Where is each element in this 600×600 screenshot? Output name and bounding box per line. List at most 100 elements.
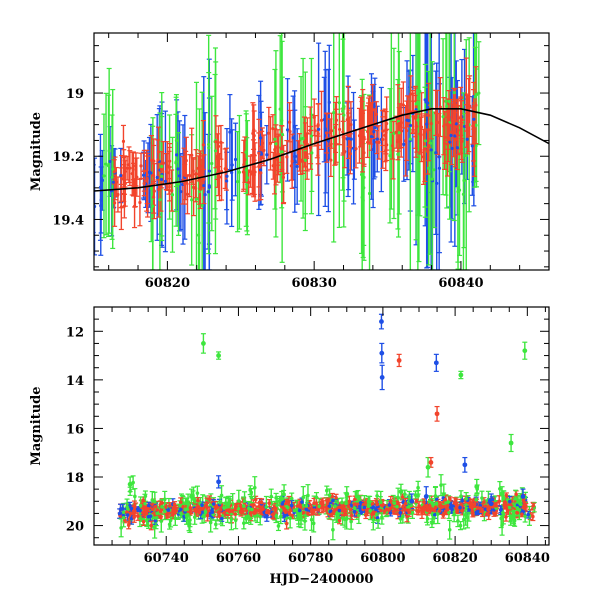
data-point xyxy=(242,163,246,167)
data-point xyxy=(394,130,398,134)
data-point xyxy=(322,117,326,122)
data-point xyxy=(427,166,431,170)
data-point xyxy=(184,159,188,163)
data-point xyxy=(131,164,136,168)
data-point xyxy=(106,164,111,168)
data-point xyxy=(341,130,345,134)
data-point xyxy=(464,92,468,97)
data-point xyxy=(413,116,417,120)
data-point xyxy=(244,150,248,154)
data-point xyxy=(384,148,388,153)
data-point xyxy=(145,179,149,183)
data-point xyxy=(120,176,124,181)
data-point xyxy=(275,157,280,161)
data-point xyxy=(152,159,156,163)
data-point xyxy=(455,146,460,150)
data-point xyxy=(176,182,181,186)
data-point xyxy=(423,139,427,143)
data-point xyxy=(149,171,153,175)
data-point xyxy=(202,183,206,188)
data-point xyxy=(287,120,292,124)
data-point xyxy=(202,177,206,181)
data-point xyxy=(179,189,183,194)
data-point xyxy=(442,141,447,145)
data-point xyxy=(435,181,439,185)
data-point xyxy=(405,118,409,122)
data-point xyxy=(383,133,387,137)
data-point xyxy=(163,179,168,184)
y-tick-label: 19 xyxy=(66,87,84,102)
data-point xyxy=(316,123,320,127)
data-point xyxy=(114,180,118,184)
data-point xyxy=(461,192,466,196)
data-point xyxy=(285,155,289,159)
data-point xyxy=(437,155,441,159)
data-point xyxy=(388,154,392,158)
data-point xyxy=(272,174,277,178)
data-point xyxy=(360,116,364,121)
data-point xyxy=(99,198,103,202)
data-point xyxy=(498,486,502,491)
data-point xyxy=(159,177,164,182)
data-point xyxy=(398,124,402,128)
data-point xyxy=(311,521,316,526)
data-point xyxy=(449,133,453,138)
data-point xyxy=(257,164,261,169)
data-point xyxy=(116,192,120,197)
data-point xyxy=(523,514,527,519)
data-point xyxy=(442,124,446,128)
data-point xyxy=(276,152,281,157)
data-point xyxy=(384,131,388,135)
data-point xyxy=(474,123,478,127)
data-point xyxy=(323,127,327,131)
data-point xyxy=(128,166,132,170)
data-point xyxy=(325,131,329,135)
data-point xyxy=(492,511,496,516)
x-tick-label: 60830 xyxy=(292,276,337,291)
data-point xyxy=(273,148,277,152)
data-point xyxy=(445,122,449,127)
data-point xyxy=(508,516,513,521)
data-point xyxy=(515,510,519,515)
data-point xyxy=(309,134,314,138)
data-point xyxy=(357,513,361,517)
data-point xyxy=(230,171,234,175)
data-point xyxy=(332,111,336,115)
data-point xyxy=(198,187,202,191)
data-point xyxy=(452,120,456,125)
data-point xyxy=(188,174,192,178)
data-point xyxy=(367,191,372,196)
data-point xyxy=(276,524,281,528)
top-data-points xyxy=(94,89,481,245)
data-point xyxy=(473,95,477,99)
data-point xyxy=(159,519,164,523)
data-point xyxy=(113,201,117,205)
data-point xyxy=(285,128,290,132)
data-point xyxy=(280,119,284,123)
data-point xyxy=(252,128,256,132)
data-point xyxy=(111,167,115,171)
data-point xyxy=(188,518,192,522)
data-point xyxy=(388,511,393,515)
data-point xyxy=(273,137,277,141)
data-point xyxy=(167,165,171,169)
data-point xyxy=(190,153,194,157)
data-point xyxy=(123,169,127,174)
data-point xyxy=(467,510,471,515)
data-point xyxy=(250,172,254,176)
data-point xyxy=(429,122,433,126)
data-point xyxy=(427,143,431,148)
data-point xyxy=(361,113,365,117)
data-point xyxy=(333,125,338,130)
data-point xyxy=(333,149,337,153)
data-point xyxy=(430,177,434,181)
data-point xyxy=(337,127,342,132)
data-point xyxy=(259,152,264,156)
data-point xyxy=(426,149,430,154)
data-point xyxy=(472,104,476,108)
data-point xyxy=(201,143,205,147)
data-point xyxy=(415,124,419,129)
data-point xyxy=(156,150,161,154)
data-point xyxy=(464,154,468,158)
data-point xyxy=(203,193,207,197)
